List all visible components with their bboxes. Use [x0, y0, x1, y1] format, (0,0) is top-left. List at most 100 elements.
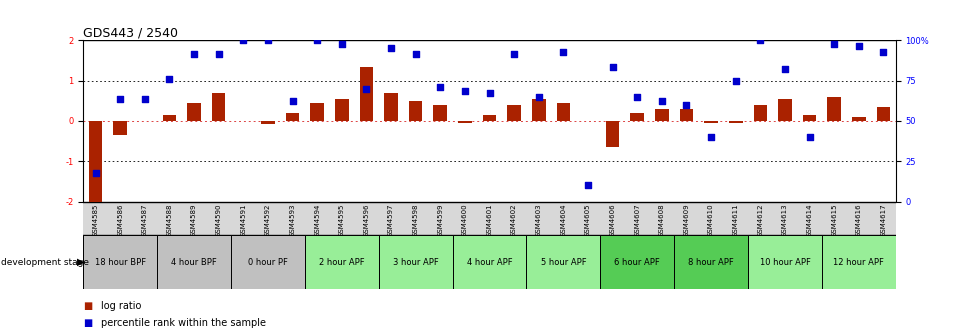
Text: GSM4610: GSM4610 [707, 203, 713, 237]
Text: GSM4591: GSM4591 [240, 203, 246, 237]
Point [333, 42, 349, 47]
Point [728, 78, 743, 83]
Bar [286, 113, 299, 121]
Bar [482, 115, 496, 121]
Point [88, 171, 104, 176]
Text: GSM4598: GSM4598 [412, 203, 419, 237]
Point [678, 102, 693, 108]
Bar [261, 121, 275, 124]
Bar [113, 121, 127, 135]
Text: GDS443 / 2540: GDS443 / 2540 [83, 26, 178, 39]
Bar [674, 235, 747, 289]
Point [457, 88, 472, 93]
Text: 4 hour BPF: 4 hour BPF [171, 258, 217, 266]
Text: GSM4592: GSM4592 [265, 203, 271, 237]
Point [530, 94, 546, 99]
Bar [526, 235, 600, 289]
Text: GSM4590: GSM4590 [215, 203, 221, 237]
Text: 0 hour PF: 0 hour PF [247, 258, 288, 266]
Bar [851, 117, 865, 121]
Text: 8 hour APF: 8 hour APF [688, 258, 734, 266]
Text: GSM4603: GSM4603 [535, 203, 541, 237]
Bar [211, 93, 225, 121]
Bar [703, 121, 717, 123]
Bar [654, 109, 668, 121]
Bar [304, 235, 378, 289]
Text: GSM4615: GSM4615 [830, 203, 836, 237]
Bar [876, 107, 889, 121]
Text: GSM4596: GSM4596 [363, 203, 369, 237]
Bar [409, 101, 422, 121]
Bar [507, 105, 520, 121]
Text: ■: ■ [83, 301, 92, 311]
Bar [822, 235, 895, 289]
Text: GSM4617: GSM4617 [879, 203, 885, 237]
Bar [679, 109, 692, 121]
Point [580, 183, 596, 188]
Text: GSM4594: GSM4594 [314, 203, 320, 237]
Point [825, 42, 841, 47]
Text: GSM4602: GSM4602 [511, 203, 516, 237]
Bar [600, 235, 674, 289]
Text: log ratio: log ratio [101, 301, 141, 311]
Point [186, 52, 201, 57]
Text: GSM4589: GSM4589 [191, 203, 197, 237]
Text: 4 hour APF: 4 hour APF [467, 258, 511, 266]
Point [850, 44, 866, 49]
Point [702, 134, 718, 140]
Point [604, 64, 620, 69]
Text: GSM4597: GSM4597 [387, 203, 393, 237]
Text: percentile rank within the sample: percentile rank within the sample [101, 318, 266, 328]
Bar [433, 105, 447, 121]
Bar [531, 99, 545, 121]
Point [506, 52, 521, 57]
Text: GSM4606: GSM4606 [609, 203, 615, 237]
Point [653, 98, 669, 103]
Text: GSM4609: GSM4609 [683, 203, 689, 237]
Text: 2 hour APF: 2 hour APF [319, 258, 364, 266]
Point [382, 46, 398, 51]
Text: GSM4614: GSM4614 [806, 203, 812, 237]
Point [629, 94, 645, 99]
Text: GSM4588: GSM4588 [166, 203, 172, 237]
Point [235, 38, 250, 43]
Text: GSM4608: GSM4608 [658, 203, 664, 237]
Text: GSM4593: GSM4593 [289, 203, 295, 237]
Text: GSM4616: GSM4616 [855, 203, 861, 237]
Point [801, 134, 817, 140]
Text: development stage: development stage [1, 258, 89, 266]
Text: 12 hour APF: 12 hour APF [832, 258, 883, 266]
Text: ▶: ▶ [77, 257, 85, 267]
Point [260, 38, 276, 43]
Text: GSM4613: GSM4613 [781, 203, 787, 237]
Bar [729, 121, 741, 123]
Bar [359, 67, 373, 121]
Bar [826, 97, 840, 121]
Point [555, 50, 570, 55]
Bar [747, 235, 822, 289]
Text: ■: ■ [83, 318, 92, 328]
Bar [89, 121, 102, 202]
Text: 3 hour APF: 3 hour APF [392, 258, 438, 266]
Text: GSM4605: GSM4605 [585, 203, 591, 237]
Bar [83, 235, 156, 289]
Text: GSM4599: GSM4599 [437, 203, 443, 237]
Point [137, 96, 153, 101]
Bar [778, 99, 791, 121]
Point [408, 52, 423, 57]
Point [752, 38, 768, 43]
Text: 18 hour BPF: 18 hour BPF [95, 258, 146, 266]
Bar [452, 235, 526, 289]
Text: GSM4585: GSM4585 [93, 203, 99, 237]
Bar [231, 235, 304, 289]
Text: 6 hour APF: 6 hour APF [614, 258, 659, 266]
Point [777, 66, 792, 71]
Bar [162, 115, 176, 121]
Point [432, 84, 448, 89]
Text: GSM4612: GSM4612 [757, 203, 763, 237]
Text: 5 hour APF: 5 hour APF [540, 258, 586, 266]
Text: GSM4600: GSM4600 [462, 203, 467, 237]
Bar [605, 121, 619, 147]
Point [112, 96, 128, 101]
Text: GSM4611: GSM4611 [732, 203, 738, 237]
